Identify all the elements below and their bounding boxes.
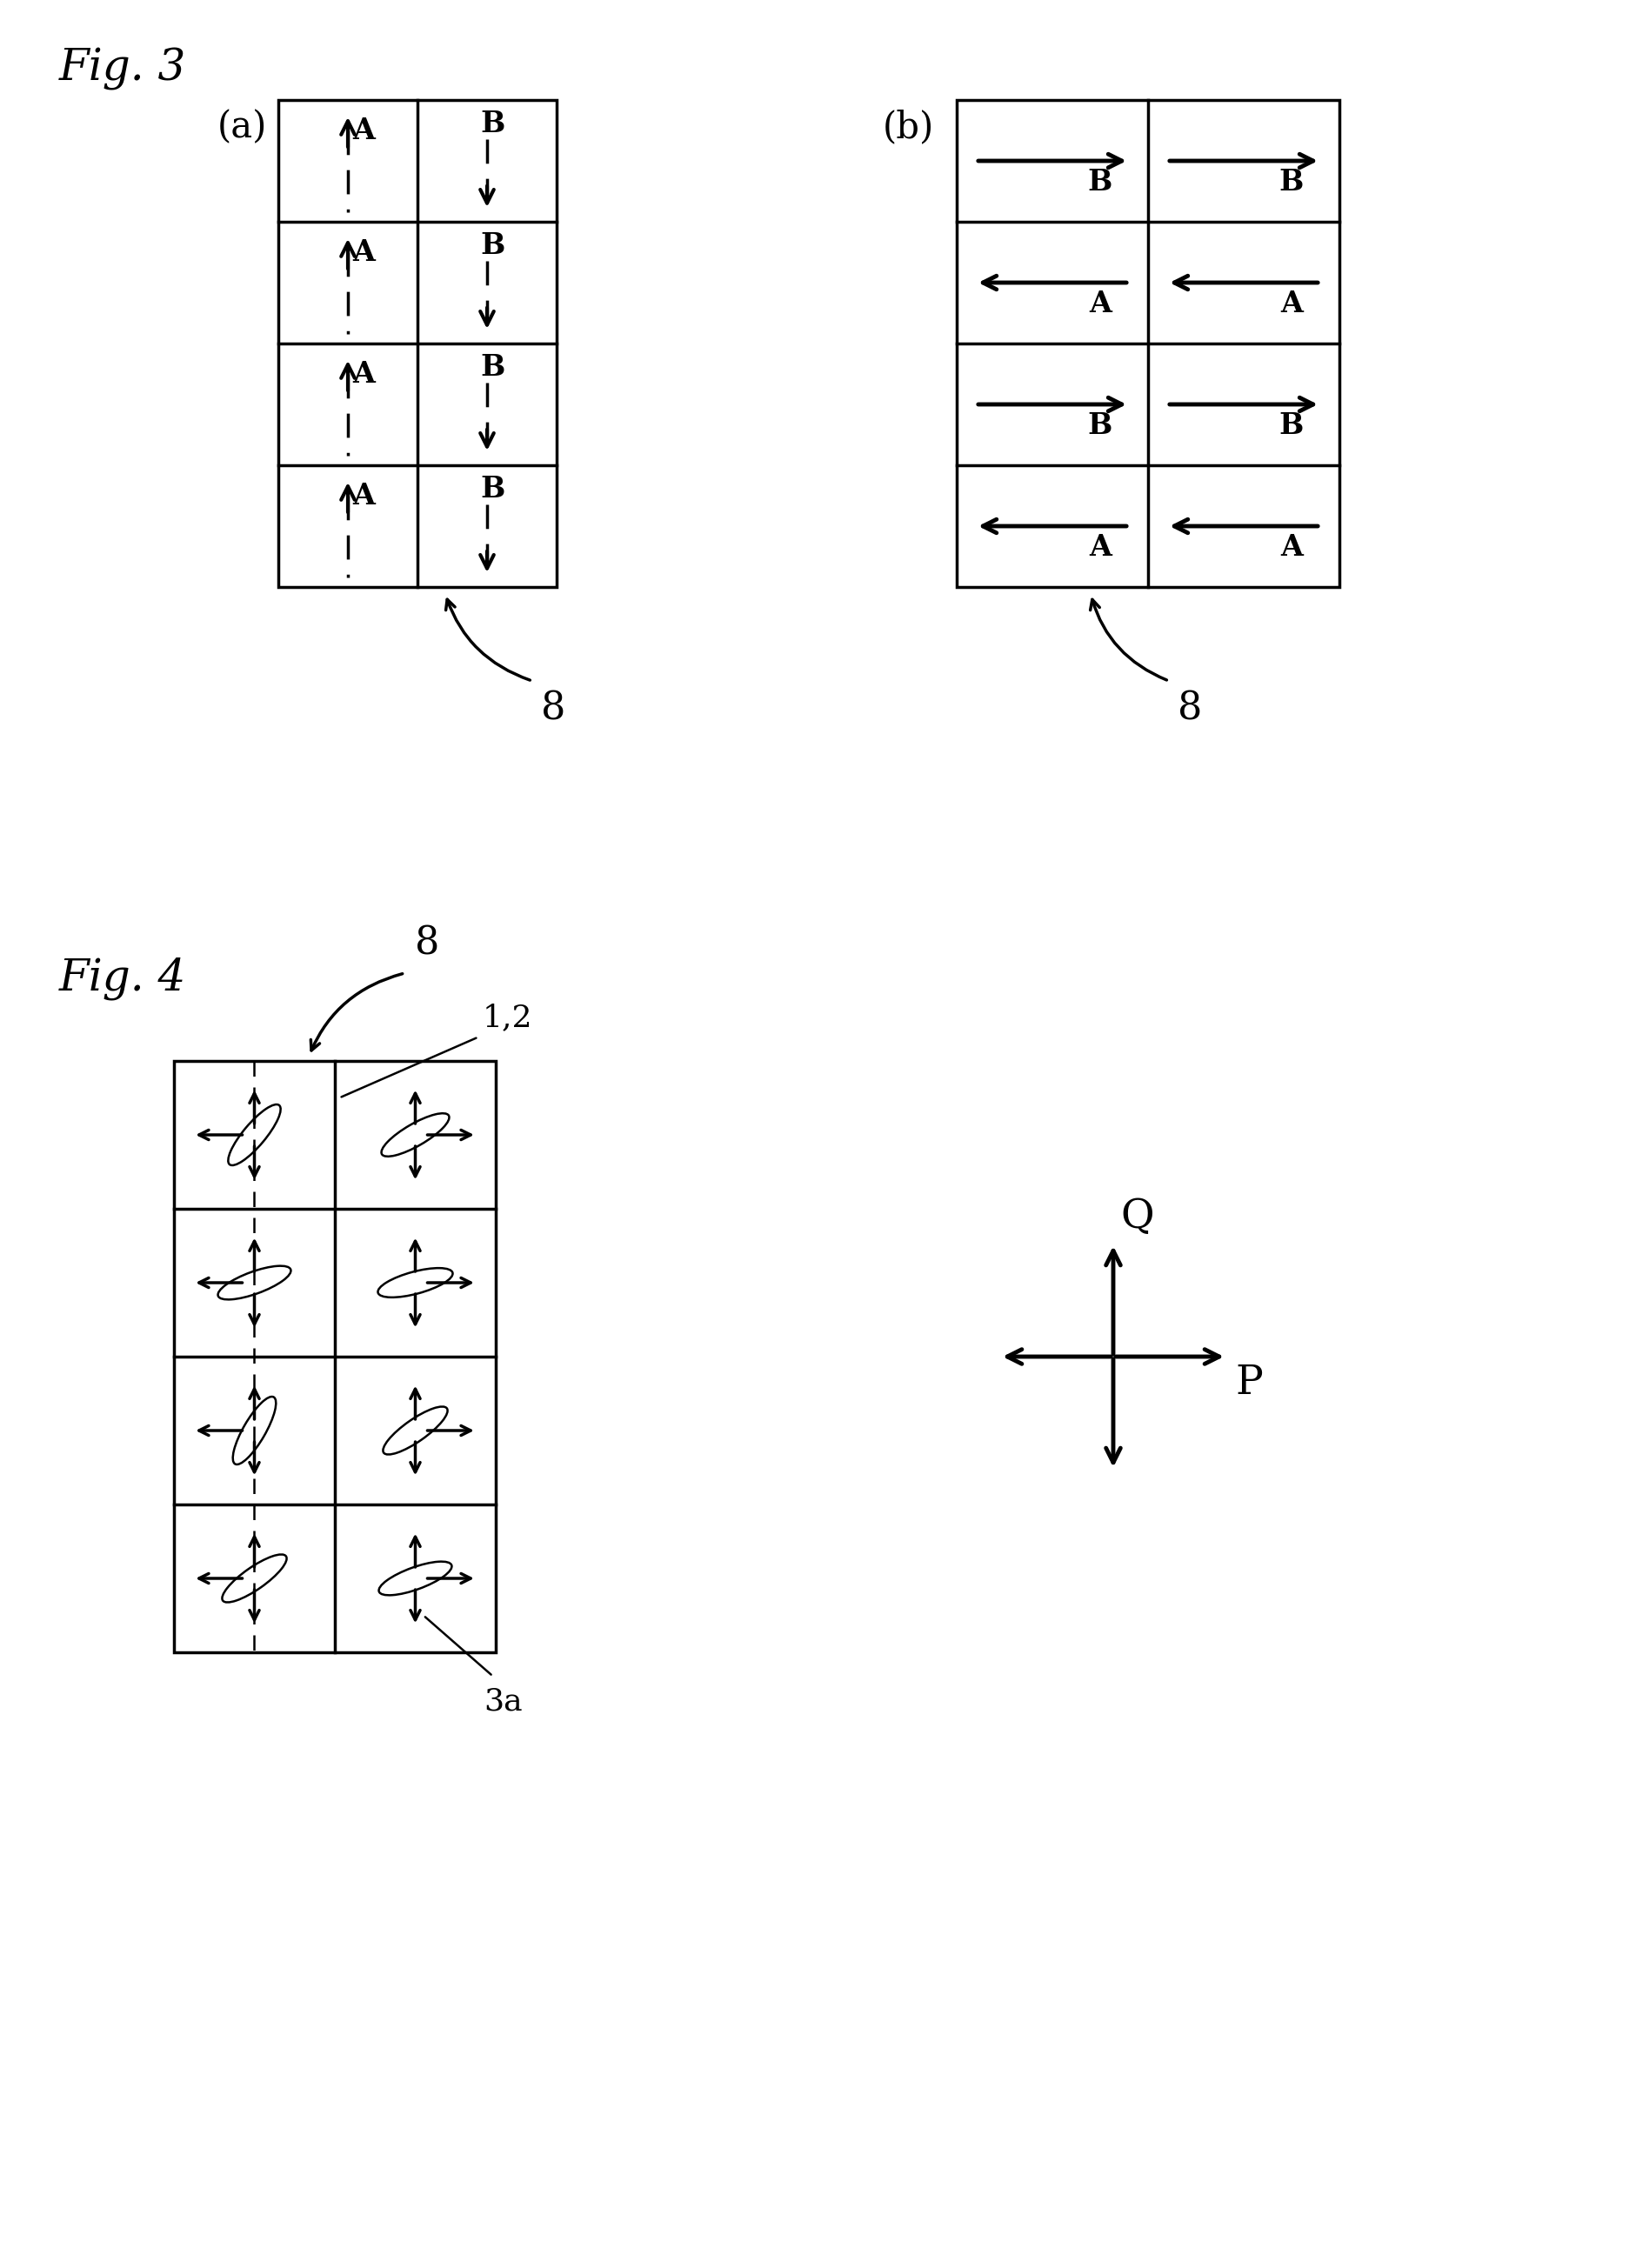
Text: Fig. 4: Fig. 4 bbox=[59, 957, 186, 1000]
Text: 3a: 3a bbox=[485, 1687, 523, 1717]
Bar bbox=[956, 100, 1339, 587]
Text: 8: 8 bbox=[541, 689, 566, 728]
Text: A: A bbox=[1280, 290, 1303, 318]
Text: (a): (a) bbox=[218, 109, 267, 145]
Bar bbox=[173, 1061, 496, 1653]
Text: B: B bbox=[1280, 411, 1304, 440]
Text: (b): (b) bbox=[882, 109, 935, 145]
Text: B: B bbox=[1088, 411, 1113, 440]
Text: 1,2: 1,2 bbox=[483, 1002, 533, 1032]
Text: A: A bbox=[353, 361, 374, 388]
Text: 8: 8 bbox=[1177, 689, 1202, 728]
Text: B: B bbox=[1280, 168, 1304, 197]
Text: B: B bbox=[480, 109, 505, 138]
Text: B: B bbox=[1088, 168, 1113, 197]
Text: A: A bbox=[353, 481, 374, 510]
Text: A: A bbox=[353, 238, 374, 268]
Text: Fig. 3: Fig. 3 bbox=[59, 48, 186, 91]
Text: P: P bbox=[1235, 1363, 1263, 1404]
Text: A: A bbox=[353, 116, 374, 145]
Text: A: A bbox=[1088, 290, 1111, 318]
Text: A: A bbox=[1280, 533, 1303, 562]
Text: B: B bbox=[480, 354, 505, 381]
Text: Q: Q bbox=[1120, 1198, 1154, 1236]
Bar bbox=[279, 100, 557, 587]
Text: A: A bbox=[1088, 533, 1111, 562]
Text: B: B bbox=[480, 474, 505, 503]
Text: 8: 8 bbox=[416, 925, 440, 962]
Text: B: B bbox=[480, 231, 505, 261]
